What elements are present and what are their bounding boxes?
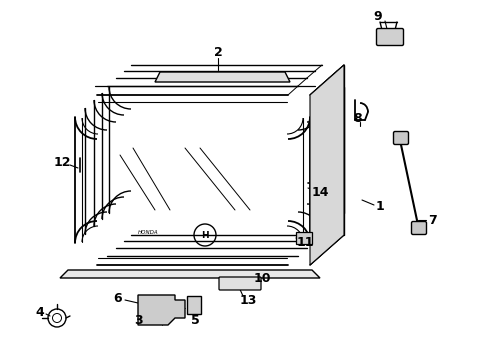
Text: 6: 6 (114, 292, 122, 305)
Bar (187, 296, 201, 314)
FancyBboxPatch shape (376, 28, 403, 45)
Text: 8: 8 (354, 112, 362, 125)
Text: HONDA: HONDA (138, 230, 158, 235)
Polygon shape (155, 72, 290, 82)
Text: 5: 5 (191, 314, 199, 327)
Text: 7: 7 (428, 213, 437, 226)
Text: 9: 9 (374, 9, 382, 22)
Text: 11: 11 (296, 237, 314, 249)
Polygon shape (60, 270, 320, 278)
Bar (296, 232, 312, 244)
Text: 12: 12 (53, 156, 71, 168)
FancyBboxPatch shape (393, 131, 409, 144)
FancyBboxPatch shape (219, 277, 261, 290)
FancyBboxPatch shape (412, 221, 426, 234)
Text: 13: 13 (239, 293, 257, 306)
Text: 10: 10 (253, 271, 271, 284)
Polygon shape (310, 65, 344, 265)
Text: 14: 14 (311, 185, 329, 198)
Text: 1: 1 (376, 201, 384, 213)
Text: H: H (201, 230, 209, 239)
Text: 4: 4 (36, 306, 45, 319)
Polygon shape (138, 295, 185, 325)
Text: 3: 3 (134, 314, 142, 327)
Text: 2: 2 (214, 45, 222, 58)
